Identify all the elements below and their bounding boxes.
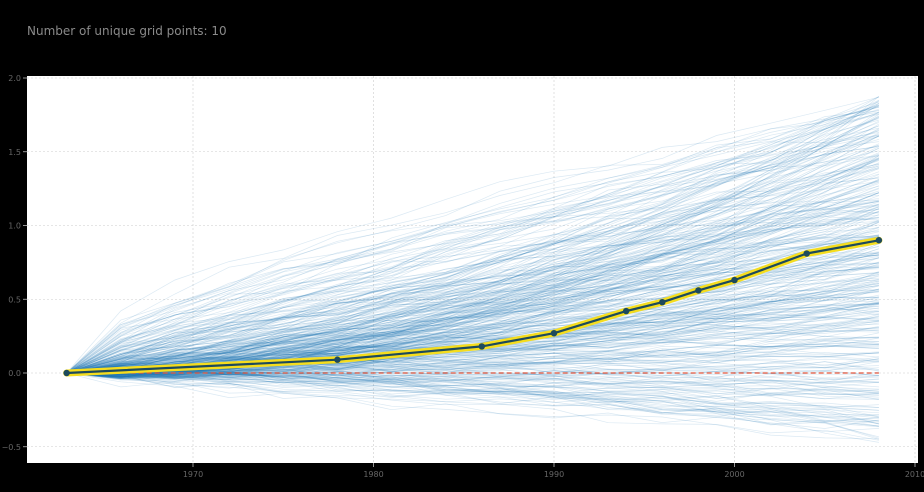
y-tick-label: 0.5 — [8, 295, 21, 304]
data-point — [803, 250, 810, 257]
chart-title: Number of unique grid points: 10 — [27, 24, 227, 38]
data-point — [478, 343, 485, 350]
x-tick-label: 1970 — [183, 470, 203, 479]
y-tick-label: −0.5 — [2, 443, 21, 452]
mean-trajectory — [63, 236, 883, 377]
y-axis-ticks: −0.5 0.0 0.5 1.0 1.5 2.0 — [2, 74, 27, 452]
data-point — [659, 299, 666, 306]
y-tick-label: 1.0 — [8, 222, 21, 231]
x-tick-label: 1980 — [363, 470, 383, 479]
data-point — [875, 237, 883, 244]
y-tick-label: 2.0 — [8, 74, 21, 83]
x-tick-label: 2010 — [905, 470, 924, 479]
data-point — [623, 307, 630, 315]
x-axis-ticks: 1970 1980 1990 2000 2010 — [183, 463, 924, 479]
background-trajectories — [66, 95, 880, 443]
data-point — [695, 287, 702, 294]
data-point — [731, 276, 738, 284]
data-point — [550, 329, 558, 337]
y-tick-label: 0.0 — [8, 369, 21, 378]
x-tick-label: 2000 — [724, 470, 744, 479]
y-tick-label: 1.5 — [8, 148, 21, 157]
x-tick-label: 1990 — [544, 470, 564, 479]
data-point — [334, 356, 341, 363]
data-point — [63, 369, 70, 377]
